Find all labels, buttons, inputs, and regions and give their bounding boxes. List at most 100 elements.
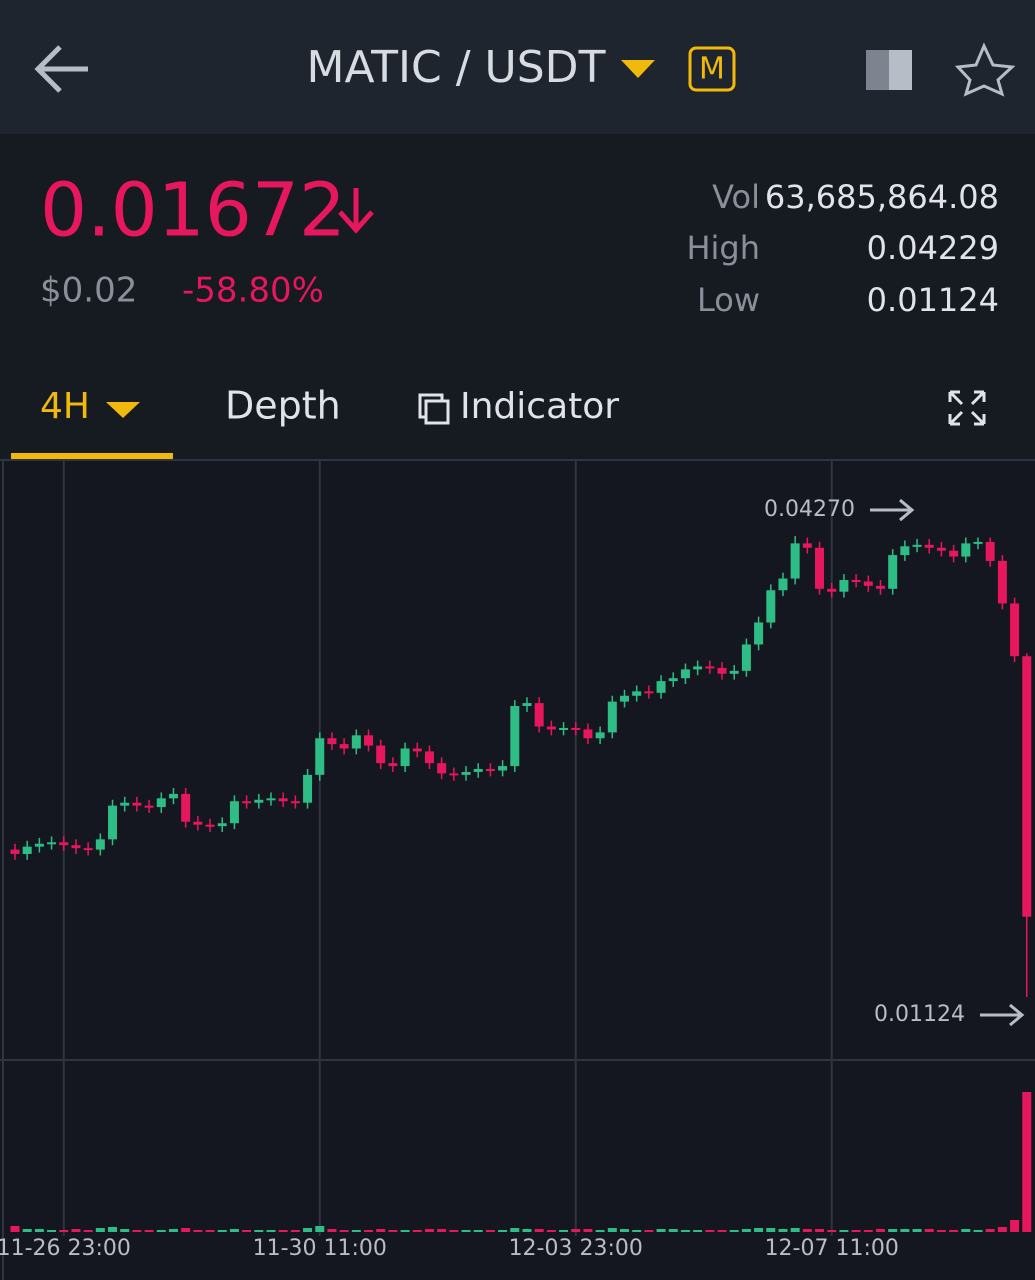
volume-bar [583, 1229, 593, 1232]
volume-bar [120, 1229, 130, 1232]
candle-body [144, 805, 154, 808]
ticker-panel [0, 134, 1035, 356]
candle-body [997, 560, 1007, 604]
volume-bar [973, 1230, 983, 1232]
candle-body [83, 848, 93, 851]
pair-title[interactable]: MATIC / USDT [307, 42, 606, 93]
candle-body [424, 751, 434, 764]
candle-body [290, 801, 300, 804]
volume-bar [181, 1228, 191, 1232]
candle-body [351, 735, 361, 749]
candle-body [95, 839, 105, 850]
volume-bar [83, 1230, 93, 1232]
back-button[interactable] [34, 45, 88, 93]
candle-body [59, 842, 69, 846]
down-arrow [338, 188, 374, 234]
candle-body [217, 823, 227, 827]
volume-bar [827, 1230, 837, 1232]
candle-body [961, 543, 971, 557]
candle-body [851, 580, 861, 582]
volume-bar [875, 1229, 885, 1232]
candle-body [815, 547, 825, 589]
indicator-tab[interactable]: Indicator [460, 386, 619, 427]
favorite-button[interactable] [954, 42, 1016, 97]
candle-body [668, 678, 678, 682]
depth-tab[interactable]: Depth [225, 384, 341, 428]
volume-bar [485, 1230, 495, 1232]
candle-body [790, 543, 800, 579]
x-tick-label: 12-03 23:00 [509, 1236, 643, 1261]
volume-bar [254, 1230, 264, 1232]
volume-bar [790, 1228, 800, 1232]
candle-body [47, 842, 57, 845]
candle-body [120, 802, 130, 806]
volume-bar [461, 1230, 471, 1232]
candle-body [644, 691, 654, 694]
volume-bar [644, 1230, 654, 1232]
fullscreen-button[interactable] [948, 390, 986, 426]
candle-body [863, 581, 873, 586]
volume-bar [510, 1228, 520, 1232]
volume-bar [388, 1230, 398, 1232]
candle-body [1022, 656, 1032, 917]
volume-bar [47, 1230, 57, 1232]
volume-bar [1010, 1220, 1020, 1232]
volume-bar [205, 1230, 215, 1232]
candle-body [303, 774, 313, 803]
low-value: 0.01124 [867, 281, 999, 319]
volume-bar [229, 1229, 239, 1232]
volume-bar [108, 1227, 118, 1232]
candle-body [364, 735, 374, 746]
volume-bar [327, 1229, 337, 1232]
candle-body [449, 773, 459, 776]
volume-bar [717, 1230, 727, 1232]
pair-dropdown[interactable] [621, 60, 655, 78]
candle-body [827, 588, 837, 592]
candle-body [22, 846, 32, 854]
volume-bar [924, 1229, 934, 1232]
candle-body [315, 738, 325, 775]
volume-bar [839, 1230, 849, 1232]
high-label: High [686, 229, 760, 267]
compare-button[interactable] [866, 50, 912, 90]
volume-bar [424, 1229, 434, 1232]
volume-bar [437, 1229, 447, 1232]
candle-body [388, 763, 398, 767]
candle-body [766, 590, 776, 623]
volume-bar [339, 1230, 349, 1232]
volume-bar [559, 1230, 569, 1232]
volume-bar [620, 1229, 629, 1232]
candle-body [693, 666, 703, 670]
volume-bar [912, 1229, 922, 1232]
volume-bar [546, 1230, 556, 1232]
volume-bar [680, 1230, 690, 1232]
candle-body [888, 555, 898, 589]
candle-body [485, 769, 495, 772]
interval-dropdown[interactable] [106, 402, 140, 418]
candle-body [875, 585, 885, 589]
interval-tab[interactable]: 4H [40, 386, 90, 427]
candle-body [473, 769, 483, 772]
volume-bar [668, 1229, 678, 1232]
x-tick-label: 11-30 11:00 [253, 1236, 387, 1261]
min-marker-label: 0.01124 [874, 1002, 965, 1027]
candle-body [900, 546, 910, 556]
candle-body [278, 798, 288, 802]
volume-bar [34, 1229, 44, 1232]
candle-body [132, 802, 142, 806]
candle-body [729, 670, 739, 674]
volume-bar [95, 1228, 105, 1232]
max-marker-label: 0.04270 [764, 497, 855, 522]
candle-body [595, 732, 605, 739]
indicator-icon[interactable] [418, 393, 450, 425]
candle-body [839, 580, 849, 592]
volume-bar [888, 1229, 898, 1232]
candle-body [205, 824, 215, 827]
candle-body [437, 763, 447, 774]
volume-bar [266, 1230, 276, 1232]
candle-body [181, 793, 191, 822]
candle-body [741, 644, 751, 671]
candle-body [559, 727, 569, 730]
candle-body [632, 691, 642, 696]
